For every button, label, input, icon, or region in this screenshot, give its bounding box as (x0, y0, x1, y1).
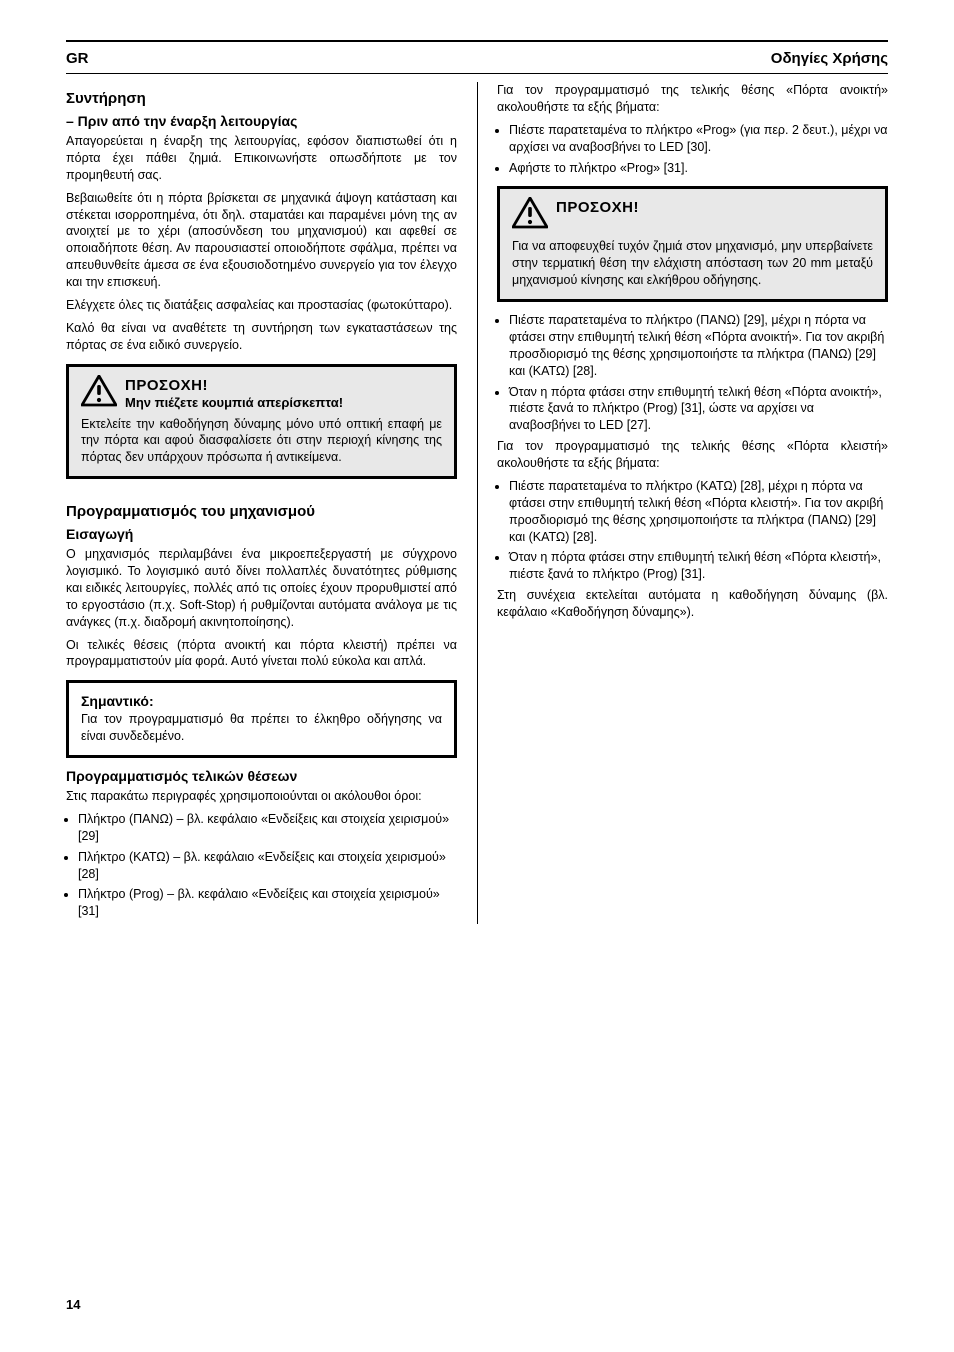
warning-title-block: ΠΡΟΣΟΧΗ! (556, 199, 639, 217)
section-intro-title: Εισαγωγή (66, 526, 457, 542)
maintenance-para-2: Βεβαιωθείτε ότι η πόρτα βρίσκεται σε μηχ… (66, 190, 457, 291)
header-doc-title: Οδηγίες Χρήσης (771, 50, 888, 67)
important-body: Για τον προγραμματισμό θα πρέπει το έλκη… (81, 711, 442, 745)
list-item: Πιέστε παρατεταμένα το πλήκτρο «Prog» (γ… (509, 122, 888, 156)
warning-body: Εκτελείτε την καθοδήγηση δύναμης μόνο υπ… (81, 416, 442, 467)
maintenance-para-4: Καλό θα είναι να αναθέτετε τη συντήρηση … (66, 320, 457, 354)
list-item: Όταν η πόρτα φτάσει στην επιθυμητή τελικ… (509, 549, 888, 583)
warning-title-block: ΠΡΟΣΟΧΗ! Μην πιέζετε κουμπιά απερίσκεπτα… (125, 377, 343, 411)
steps-list-1: Πιέστε παρατεταμένα το πλήκτρο «Prog» (γ… (497, 122, 888, 177)
top-rule (66, 40, 888, 42)
list-item: Πιέστε παρατεταμένα το πλήκτρο (ΠΑΝΩ) [2… (509, 312, 888, 380)
warning-header: ΠΡΟΣΟΧΗ! Μην πιέζετε κουμπιά απερίσκεπτα… (81, 377, 442, 412)
list-item: Πλήκτρο (ΚΑΤΩ) – βλ. κεφάλαιο «Ενδείξεις… (78, 849, 457, 883)
endpositions-intro: Στις παρακάτω περιγραφές χρησιμοποιούντα… (66, 788, 457, 805)
warning-box-right: ΠΡΟΣΟΧΗ! Για να αποφευχθεί τυχόν ζημιά σ… (497, 186, 888, 302)
list-item: Πλήκτρο (ΠΑΝΩ) – βλ. κεφάλαιο «Ενδείξεις… (78, 811, 457, 845)
warning-box-left: ΠΡΟΣΟΧΗ! Μην πιέζετε κουμπιά απερίσκεπτα… (66, 364, 457, 480)
maintenance-para-1: Απαγορεύεται η έναρξη της λειτουργίας, ε… (66, 133, 457, 184)
programming-para-1: Ο μηχανισμός περιλαμβάνει ένα μικροεπεξε… (66, 546, 457, 630)
warning-body: Για να αποφευχθεί τυχόν ζημιά στον μηχαν… (512, 238, 873, 289)
warning-subtitle: Μην πιέζετε κουμπιά απερίσκεπτα! (125, 395, 343, 411)
warning-header: ΠΡΟΣΟΧΗ! (512, 199, 873, 234)
programming-para-2: Οι τελικές θέσεις (πόρτα ανοικτή και πόρ… (66, 637, 457, 671)
warning-title: ΠΡΟΣΟΧΗ! (556, 199, 639, 217)
important-box: Σημαντικό: Για τον προγραμματισμό θα πρέ… (66, 680, 457, 758)
two-column-layout: Συντήρηση – Πριν από την έναρξη λειτουργ… (66, 82, 888, 924)
important-title: Σημαντικό: (81, 693, 442, 709)
left-column: Συντήρηση – Πριν από την έναρξη λειτουργ… (66, 82, 477, 924)
page-header: GR Οδηγίες Χρήσης (66, 50, 888, 67)
list-item: Πιέστε παρατεταμένα το πλήκτρο (ΚΑΤΩ) [2… (509, 478, 888, 546)
list-item: Αφήστε το πλήκτρο «Prog» [31]. (509, 160, 888, 177)
maintenance-para-3: Ελέγχετε όλες τις διατάξεις ασφαλείας κα… (66, 297, 457, 314)
warning-triangle-icon (81, 375, 117, 412)
section-maintenance-subtitle: – Πριν από την έναρξη λειτουργίας (66, 113, 457, 129)
right-column: Για τον προγραμματισμό της τελικής θέσης… (477, 82, 888, 924)
terms-list: Πλήκτρο (ΠΑΝΩ) – βλ. κεφάλαιο «Ενδείξεις… (66, 811, 457, 920)
section-maintenance-title: Συντήρηση (66, 90, 457, 107)
section-endpositions-title: Προγραμματισμός τελικών θέσεων (66, 768, 457, 784)
header-rule (66, 73, 888, 74)
closing-para: Στη συνέχεια εκτελείται αυτόματα η καθοδ… (497, 587, 888, 621)
right-intro-2: Για τον προγραμματισμό της τελικής θέσης… (497, 438, 888, 472)
column-divider (477, 82, 478, 924)
document-page: GR Οδηγίες Χρήσης Συντήρηση – Πριν από τ… (0, 0, 954, 924)
warning-triangle-icon (512, 197, 548, 234)
steps-list-3: Πιέστε παρατεταμένα το πλήκτρο (ΚΑΤΩ) [2… (497, 478, 888, 583)
list-item: Πλήκτρο (Prog) – βλ. κεφάλαιο «Ενδείξεις… (78, 886, 457, 920)
section-programming-title: Προγραμματισμός του μηχανισμού (66, 503, 457, 520)
list-item: Όταν η πόρτα φτάσει στην επιθυμητή τελικ… (509, 384, 888, 435)
header-language: GR (66, 50, 89, 67)
right-intro: Για τον προγραμματισμό της τελικής θέσης… (497, 82, 888, 116)
steps-list-2: Πιέστε παρατεταμένα το πλήκτρο (ΠΑΝΩ) [2… (497, 312, 888, 434)
warning-title: ΠΡΟΣΟΧΗ! (125, 377, 343, 395)
page-number: 14 (66, 1297, 80, 1312)
